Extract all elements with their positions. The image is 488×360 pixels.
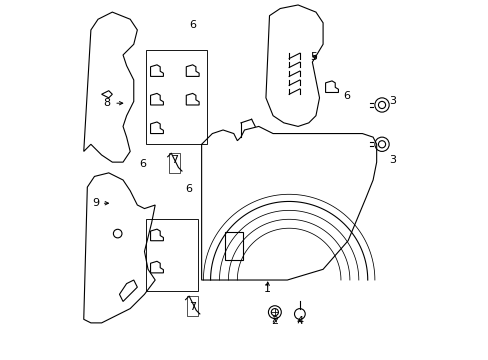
Text: 1: 1 <box>264 284 271 294</box>
Bar <box>146 50 206 144</box>
Text: 7: 7 <box>171 156 178 165</box>
Bar <box>224 232 242 260</box>
Text: 3: 3 <box>388 96 395 107</box>
Text: 6: 6 <box>185 184 192 194</box>
Text: 8: 8 <box>103 98 110 108</box>
Text: 6: 6 <box>139 159 146 169</box>
Text: 2: 2 <box>271 316 278 326</box>
Bar <box>187 296 198 316</box>
Text: 3: 3 <box>388 156 395 165</box>
Text: 6: 6 <box>189 19 196 30</box>
Bar <box>146 219 198 291</box>
Text: 7: 7 <box>189 302 196 312</box>
Text: 9: 9 <box>93 198 100 208</box>
Text: 5: 5 <box>310 52 317 62</box>
Text: 4: 4 <box>296 316 303 326</box>
Text: 6: 6 <box>342 91 349 101</box>
Bar <box>169 153 180 173</box>
